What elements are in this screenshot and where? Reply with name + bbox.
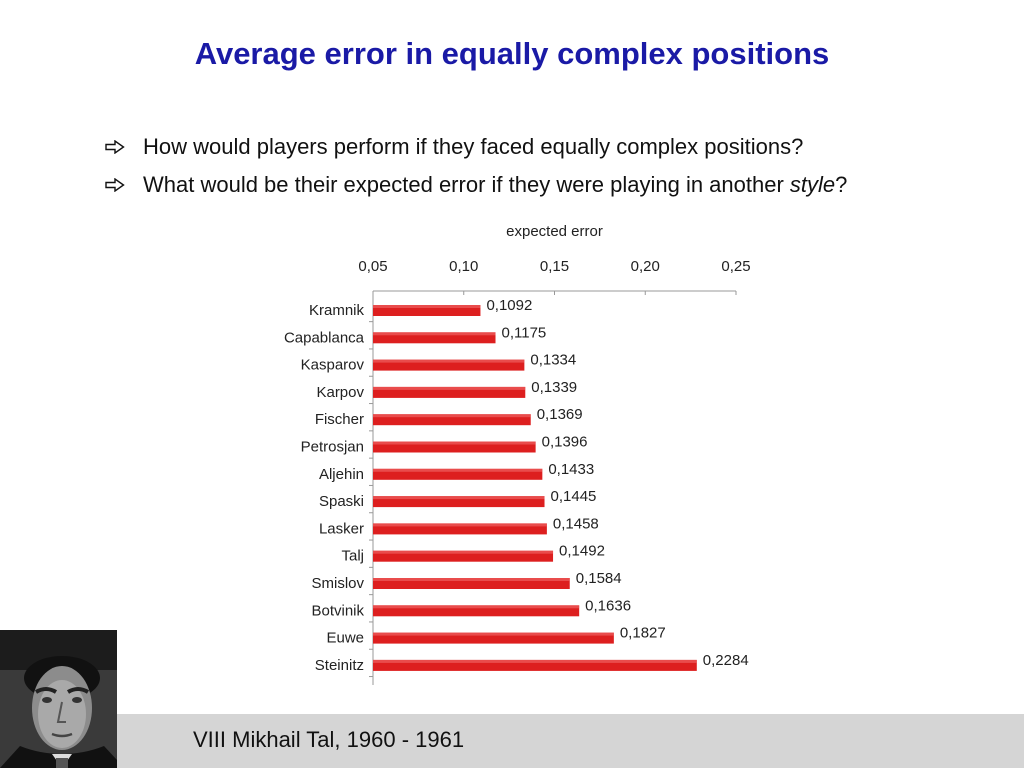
bar: [373, 332, 496, 344]
category-label: Kasparov: [301, 357, 365, 374]
bullet-item: How would players perform if they faced …: [105, 128, 1005, 166]
category-label: Talj: [341, 548, 364, 565]
value-label: 0,1334: [530, 352, 576, 369]
bar: [373, 605, 580, 617]
x-tick-label: 0,20: [631, 258, 660, 275]
bar: [373, 496, 545, 508]
bar: [373, 523, 547, 535]
footer-caption: VIII Mikhail Tal, 1960 - 1961: [193, 727, 465, 752]
value-label: 0,1433: [548, 461, 594, 478]
bar-highlight: [373, 441, 536, 445]
bullet-text: How would players perform if they faced …: [143, 134, 804, 159]
bar-highlight: [373, 605, 580, 609]
chart-axis: expected error 0,05 0,10 0,15 0,20 0,25: [358, 223, 751, 685]
category-label: Botvinik: [311, 602, 364, 619]
value-label: 0,1458: [553, 515, 599, 532]
bar-highlight: [373, 332, 496, 336]
outline-arrow-right-icon: [105, 140, 125, 154]
bullet-text-italic: style: [789, 172, 836, 197]
value-label: 0,1445: [551, 488, 597, 505]
bar-highlight: [373, 359, 525, 363]
value-label: 0,1827: [620, 625, 666, 642]
bar: [373, 659, 697, 671]
value-label: 0,1175: [502, 324, 547, 341]
x-tick-label: 0,10: [449, 258, 478, 275]
footer-band: [117, 714, 1024, 768]
x-tick-label: 0,25: [721, 258, 750, 275]
category-label: Kramnik: [309, 302, 365, 319]
bar-highlight: [373, 578, 570, 581]
bullet-text-start: What would be their expected error if th…: [143, 172, 790, 197]
category-label: Steinitz: [315, 657, 364, 674]
value-label: 0,1339: [531, 379, 577, 396]
bar: [373, 386, 526, 398]
category-label: Petrosjan: [301, 438, 364, 455]
value-label: 0,1636: [585, 597, 631, 614]
category-label: Fischer: [315, 411, 364, 428]
value-label: 0,2284: [703, 652, 749, 669]
bar-highlight: [373, 305, 481, 308]
bullet-text-end: ?: [835, 172, 848, 197]
value-label: 0,1584: [576, 570, 622, 587]
bar-highlight: [373, 414, 531, 418]
value-label: 0,1092: [486, 297, 532, 314]
bullet-text: What would be their expected error if th…: [143, 172, 847, 198]
bar-highlight: [373, 496, 545, 500]
bar-chart-svg: expected error 0,05 0,10 0,15 0,20 0,25 Kramn…: [284, 223, 751, 685]
value-label: 0,1492: [559, 543, 605, 560]
bar: [373, 359, 525, 371]
category-label: Euwe: [326, 630, 364, 647]
portrait-photo: [0, 630, 117, 768]
bar-highlight: [373, 659, 697, 663]
bar: [373, 632, 614, 644]
bullet-list: How would players perform if they faced …: [105, 128, 1005, 204]
value-label: 0,1396: [542, 433, 588, 450]
x-tick-label: 0,05: [358, 258, 387, 275]
category-label: Aljehin: [319, 466, 364, 483]
slide-title: Average error in equally complex positio…: [194, 36, 830, 71]
bar-chart: expected error 0,05 0,10 0,15 0,20 0,25 Kramn…: [240, 215, 780, 685]
bar-highlight: [373, 468, 543, 472]
bar: [373, 468, 543, 480]
value-label: 0,1369: [537, 406, 583, 423]
x-tick-label: 0,15: [540, 258, 569, 275]
bar-highlight: [373, 632, 614, 636]
bullet-item: What would be their expected error if th…: [105, 166, 1005, 204]
bar: [373, 578, 570, 589]
bar-highlight: [373, 550, 554, 554]
category-label: Capablanca: [284, 329, 365, 346]
category-label: Spaski: [319, 493, 364, 510]
portrait-photo-drawing: [0, 630, 117, 768]
bar-highlight: [373, 523, 547, 527]
axis-title: expected error: [506, 223, 603, 240]
bar: [373, 441, 536, 453]
bar-highlight: [373, 386, 526, 390]
bar: [373, 305, 481, 316]
outline-arrow-right-icon: [105, 178, 125, 192]
category-label: Lasker: [319, 520, 364, 537]
chart-bars: Kramnik 0,1092 Capablanca 0,1175 Kasparov 0,1…: [284, 297, 749, 674]
category-label: Karpov: [316, 384, 364, 401]
bar: [373, 414, 531, 426]
category-label: Smislov: [311, 575, 364, 592]
bar: [373, 550, 554, 562]
